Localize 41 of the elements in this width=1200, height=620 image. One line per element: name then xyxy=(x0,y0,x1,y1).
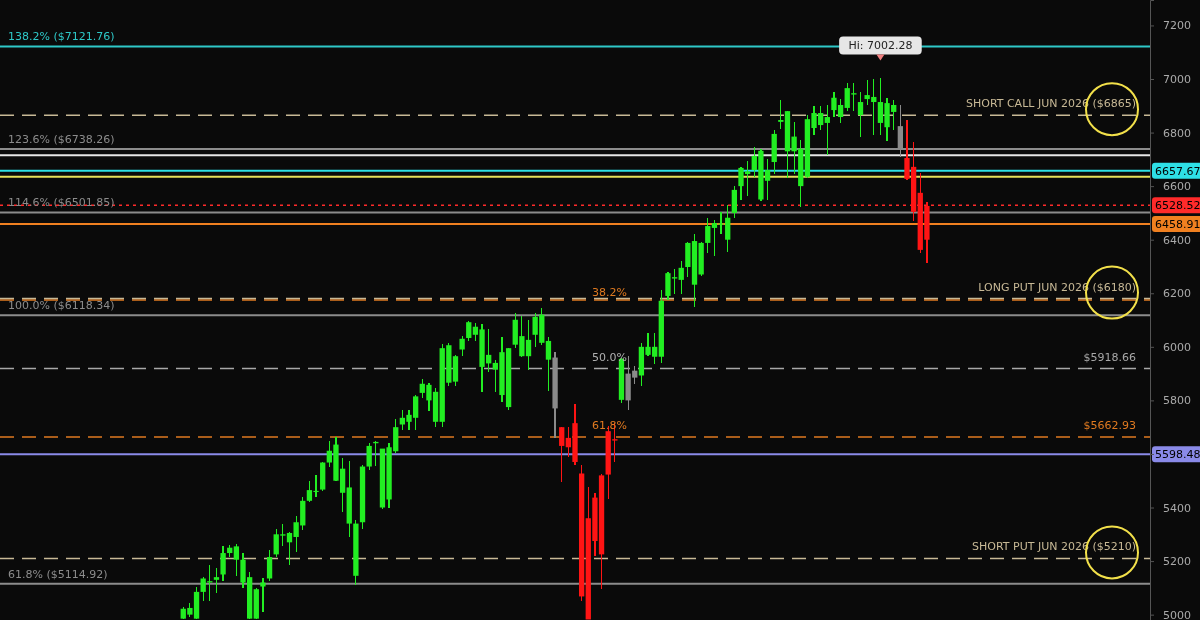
y-tick-label: 6800 xyxy=(1163,126,1191,140)
y-tick-label: 6400 xyxy=(1163,233,1191,247)
ref-line-label: 61.8% ($5114.92) xyxy=(8,567,108,581)
annotation: 38.2% xyxy=(592,286,627,299)
candlestick xyxy=(678,260,684,295)
ref-line-label: 138.2% ($7121.76) xyxy=(8,30,115,44)
candlestick xyxy=(220,545,226,582)
candlestick xyxy=(824,104,830,156)
candlestick xyxy=(559,426,565,483)
candlestick xyxy=(705,217,711,254)
ref-line-label: 5598.48 xyxy=(1155,448,1200,462)
y-tick-label: 6200 xyxy=(1163,287,1191,301)
candlestick xyxy=(366,442,372,471)
candlestick xyxy=(459,335,465,357)
y-tick-label: 5200 xyxy=(1163,555,1191,569)
candlestick xyxy=(731,185,738,219)
ref-line-label: 114.6% ($6501.85) xyxy=(8,196,115,210)
ref-line-label: $5662.93 xyxy=(1083,419,1136,433)
candlestick xyxy=(778,99,784,130)
y-tick-label: 6600 xyxy=(1163,180,1191,194)
ref-line-label: 100.0% ($6118.34) xyxy=(8,299,115,313)
y-tick-label: 5000 xyxy=(1163,608,1191,620)
y-tick-label: 5800 xyxy=(1163,394,1191,408)
candlestick xyxy=(857,91,864,138)
y-tick-label: 7000 xyxy=(1163,73,1191,87)
ref-line-label: 6528.52 xyxy=(1155,199,1200,213)
ref-line-label: 6458.91 xyxy=(1155,217,1200,231)
candlestick xyxy=(266,549,273,582)
ref-line-label: 6657.67 xyxy=(1155,164,1200,178)
candlestick xyxy=(233,543,240,577)
ref-line-label: 123.6% ($6738.26) xyxy=(8,133,115,147)
annotation: 50.0% xyxy=(592,351,627,364)
y-tick-label: 6000 xyxy=(1163,340,1191,354)
y-tick-label: 7200 xyxy=(1163,19,1191,33)
annotation: Hi: 7002.28 xyxy=(848,39,913,53)
ref-line-label: $5918.66 xyxy=(1083,350,1136,364)
candlestick xyxy=(260,577,266,613)
y-tick-label: 5400 xyxy=(1163,501,1191,515)
candlestick xyxy=(213,567,220,594)
candlestick xyxy=(545,336,552,392)
candlestick xyxy=(466,320,472,343)
